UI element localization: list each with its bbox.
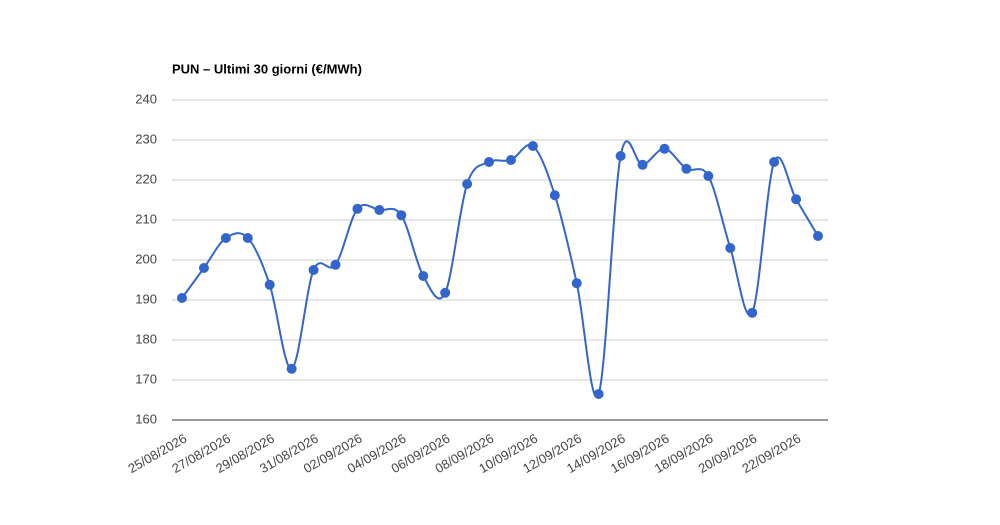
point bbox=[527, 141, 538, 151]
point bbox=[791, 194, 802, 205]
point bbox=[352, 203, 363, 214]
y-tick-label: 180 bbox=[135, 331, 157, 346]
point bbox=[725, 243, 736, 253]
y-tick-label: 160 bbox=[135, 411, 157, 426]
point bbox=[681, 163, 692, 174]
y-tick-label: 200 bbox=[135, 251, 157, 266]
point bbox=[330, 259, 341, 270]
point bbox=[703, 171, 714, 181]
y-tick-label: 210 bbox=[135, 211, 157, 226]
point bbox=[242, 233, 253, 243]
y-tick-label: 230 bbox=[135, 131, 157, 146]
point bbox=[549, 190, 560, 201]
point bbox=[615, 151, 626, 161]
point bbox=[571, 278, 582, 289]
point bbox=[264, 279, 275, 290]
point bbox=[177, 293, 187, 303]
point bbox=[418, 271, 429, 281]
y-tick-label: 170 bbox=[135, 371, 157, 386]
y-tick-label: 190 bbox=[135, 291, 157, 306]
chart-title: PUN – Ultimi 30 giorni (€/MWh) bbox=[172, 61, 362, 76]
y-tick-label: 240 bbox=[135, 91, 157, 106]
point bbox=[637, 159, 648, 170]
y-tick-label: 220 bbox=[135, 171, 157, 186]
point bbox=[286, 363, 297, 374]
point bbox=[220, 233, 231, 243]
point bbox=[198, 263, 209, 273]
point bbox=[396, 210, 407, 221]
point bbox=[462, 179, 473, 189]
point bbox=[374, 205, 385, 215]
point bbox=[308, 265, 319, 275]
point bbox=[593, 389, 604, 399]
point bbox=[747, 307, 758, 318]
point bbox=[484, 157, 495, 167]
point bbox=[813, 231, 823, 241]
point bbox=[769, 157, 780, 167]
point bbox=[505, 155, 516, 165]
point bbox=[440, 287, 451, 298]
point bbox=[659, 143, 670, 154]
